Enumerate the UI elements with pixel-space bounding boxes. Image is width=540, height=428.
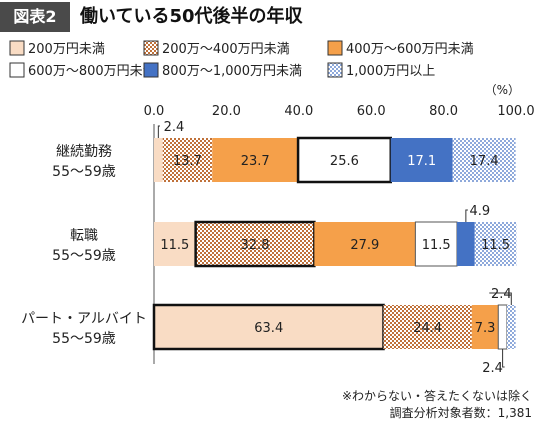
data-label: 4.9 — [470, 204, 491, 219]
callout: 2.4 — [157, 120, 185, 138]
data-label: 32.8 — [241, 238, 270, 253]
callout-line — [465, 209, 468, 222]
figure-header: 図表2 働いている50代後半の年収 — [0, 0, 540, 34]
category-label: 55～59歳 — [52, 331, 116, 347]
legend: 200万円未満 200万～400万円未満 400万～600万円未満 600万～800万… — [9, 40, 474, 79]
x-tick-label: 20.0 — [212, 104, 241, 119]
legend-label: 400万～600万円未満 — [346, 42, 474, 57]
x-tick-label: 100.0 — [497, 104, 534, 119]
data-label: 23.7 — [241, 154, 270, 169]
bar-segment — [212, 138, 299, 182]
bar-segment — [296, 136, 392, 184]
bar-segment — [456, 222, 475, 266]
legend-swatch — [143, 40, 159, 56]
bar-segment — [390, 138, 453, 182]
x-tick-label: 40.0 — [284, 104, 313, 119]
data-label: 17.4 — [470, 154, 499, 169]
legend-label: 1,000万円以上 — [346, 64, 435, 79]
figure-label: 図表2 — [0, 2, 70, 32]
legend-swatch — [9, 62, 25, 78]
data-label: 17.1 — [407, 154, 436, 169]
legend-item: 600万～800万円未満 — [9, 62, 156, 79]
callout: 4.9 — [465, 204, 491, 222]
bar-segment — [452, 138, 516, 182]
data-label: 24.4 — [413, 321, 442, 336]
callout-line — [157, 125, 160, 138]
callout-line — [489, 292, 512, 305]
category-label: 継続勤務 — [56, 143, 112, 160]
callout: 2.4 — [489, 287, 512, 305]
bar-segment — [383, 305, 472, 349]
bar-segment — [154, 222, 196, 266]
data-label: 25.6 — [330, 154, 359, 169]
footnotes: ※わからない・答えたくないは除く 調査分析対象者数：1,381 — [342, 388, 532, 422]
data-label: 13.7 — [173, 154, 202, 169]
legend-label: 200万～400万円未満 — [162, 42, 290, 57]
legend-item: 800万～1,000万円未満 — [143, 62, 302, 79]
legend-label: 200万円未満 — [28, 42, 105, 57]
category-label: パート・アルバイト — [21, 311, 147, 327]
x-tick-label: 60.0 — [357, 104, 386, 119]
legend-item: 200万円未満 — [9, 40, 105, 57]
legend-swatch — [9, 40, 25, 56]
bar-segment — [154, 138, 163, 182]
legend-label: 800万～1,000万円未満 — [162, 64, 302, 79]
bar-segment — [152, 303, 385, 351]
bar-segment — [414, 221, 458, 267]
legend-swatch — [327, 40, 343, 56]
footnote-excluded: ※わからない・答えたくないは除く — [341, 389, 532, 403]
bar-segment — [314, 222, 416, 266]
legend-label: 600万～800万円未満 — [28, 64, 156, 79]
data-label: 7.3 — [475, 321, 496, 336]
x-tick-label: 80.0 — [429, 104, 458, 119]
data-label: 2.4 — [491, 287, 512, 302]
legend-item: 200万～400万円未満 — [143, 40, 290, 57]
callout: 2.4 — [482, 349, 505, 376]
x-tick-label: 0.0 — [144, 104, 165, 119]
data-label: 27.9 — [350, 238, 379, 253]
legend-item: 1,000万円以上 — [327, 62, 435, 79]
data-label: 2.4 — [164, 120, 185, 135]
bar-segment — [474, 222, 517, 266]
bars: 2.4 13.7 23.7 25.6 17.1 17.4 11.5 32.8 27.9 11.5 4… — [152, 120, 517, 376]
stacked-bar-chart: 200万円未満 200万～400万円未満 400万～600万円未満 600万～800万… — [9, 40, 535, 376]
figure-title: 働いている50代後半の年収 — [80, 6, 303, 27]
data-label: 11.5 — [422, 238, 451, 253]
data-label: 11.5 — [481, 238, 510, 253]
bar-segment — [162, 138, 213, 182]
category-label: 55～59歳 — [52, 248, 116, 264]
bar-segment — [194, 220, 316, 268]
data-label: 11.5 — [160, 238, 189, 253]
data-label: 63.4 — [254, 321, 283, 336]
callout-line — [502, 349, 505, 368]
bar-segment — [506, 305, 516, 349]
legend-swatch — [327, 62, 343, 78]
category-label: 転職 — [70, 228, 98, 244]
data-label: 2.4 — [482, 361, 503, 376]
bar-segment — [497, 304, 508, 350]
unit-label: （%） — [485, 83, 520, 97]
legend-swatch — [143, 62, 159, 78]
bar-segment — [471, 305, 499, 349]
footnote-sample-size: 調査分析対象者数：1,381 — [389, 406, 532, 420]
category-label: 55～59歳 — [52, 164, 116, 180]
legend-item: 400万～600万円未満 — [327, 40, 474, 57]
